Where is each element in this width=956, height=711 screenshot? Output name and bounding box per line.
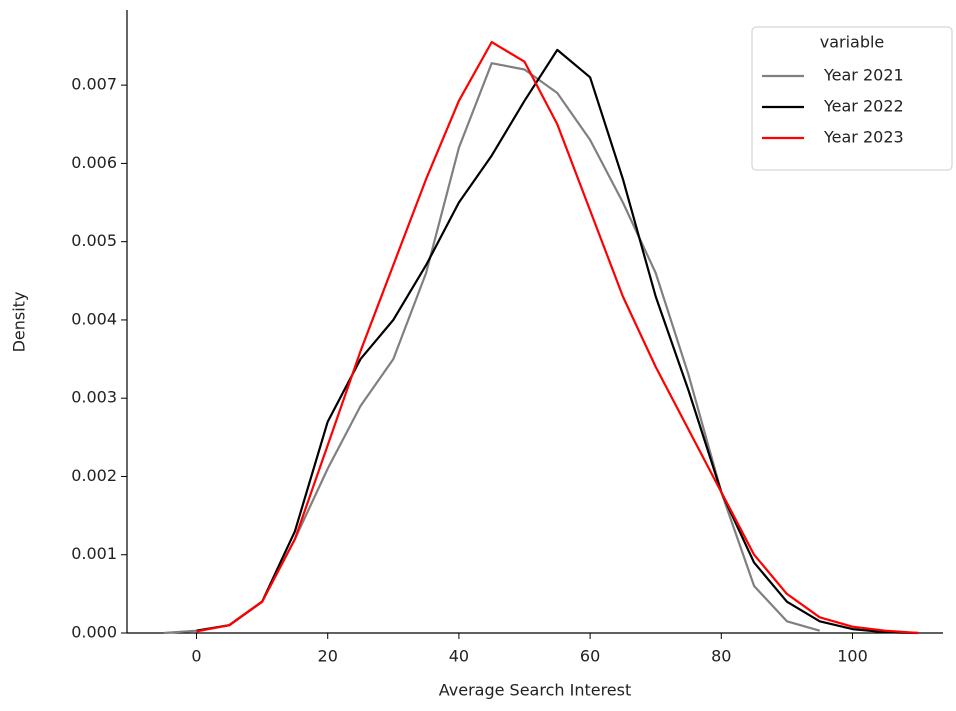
legend-label: Year 2021 [823,66,904,85]
line-series [196,48,919,635]
y-tick-label: 0.003 [71,388,117,407]
y-axis-label: Density [10,292,29,353]
legend-box [751,26,953,171]
y-tick-label: 0.002 [71,466,117,485]
y-tick-label: 0.001 [71,544,117,563]
x-tick-label: 20 [318,647,338,666]
x-tick-label: 0 [191,647,201,666]
line-series [196,41,919,635]
x-axis-label: Average Search Interest [439,681,632,700]
x-tick-label: 100 [837,647,868,666]
legend-label: Year 2023 [823,128,904,147]
x-tick-label: 80 [711,647,731,666]
line-series [163,62,821,635]
y-tick-label: 0.007 [71,75,117,94]
y-tick-label: 0.004 [71,309,117,328]
legend-label: Year 2022 [823,97,904,116]
x-tick-label: 60 [580,647,600,666]
y-tick-label: 0.000 [71,623,117,642]
y-tick-label: 0.006 [71,153,117,172]
x-tick-label: 40 [449,647,469,666]
legend-title: variable [820,33,885,52]
y-tick-label: 0.005 [71,231,117,250]
